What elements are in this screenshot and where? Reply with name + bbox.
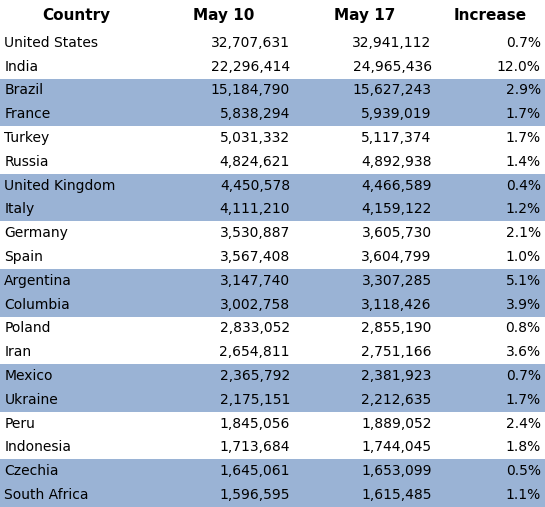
Text: 1.2%: 1.2% bbox=[506, 202, 541, 216]
Text: 2,381,923: 2,381,923 bbox=[361, 369, 432, 383]
Text: 5,838,294: 5,838,294 bbox=[220, 107, 290, 121]
Text: United States: United States bbox=[4, 36, 98, 50]
Bar bbox=[0, 269, 545, 293]
Text: 2,833,052: 2,833,052 bbox=[220, 321, 290, 336]
Text: 5.1%: 5.1% bbox=[506, 274, 541, 288]
Text: 1,744,045: 1,744,045 bbox=[361, 441, 432, 454]
Text: 1.7%: 1.7% bbox=[506, 131, 541, 145]
Text: 2,365,792: 2,365,792 bbox=[220, 369, 290, 383]
Text: 1.1%: 1.1% bbox=[505, 488, 541, 502]
Text: 3,002,758: 3,002,758 bbox=[220, 298, 290, 312]
Text: 1,596,595: 1,596,595 bbox=[220, 488, 290, 502]
Bar bbox=[0, 79, 545, 102]
Bar bbox=[0, 293, 545, 316]
Text: Mexico: Mexico bbox=[4, 369, 53, 383]
Text: 4,111,210: 4,111,210 bbox=[220, 202, 290, 216]
Text: Russia: Russia bbox=[4, 155, 49, 169]
Text: 1.7%: 1.7% bbox=[506, 393, 541, 407]
Text: 3.6%: 3.6% bbox=[506, 345, 541, 359]
Text: 1,713,684: 1,713,684 bbox=[220, 441, 290, 454]
Text: 4,466,589: 4,466,589 bbox=[361, 178, 432, 193]
Bar bbox=[0, 364, 545, 388]
Text: 0.4%: 0.4% bbox=[506, 178, 541, 193]
Text: 1,615,485: 1,615,485 bbox=[361, 488, 432, 502]
Text: 4,892,938: 4,892,938 bbox=[361, 155, 432, 169]
Text: 1.8%: 1.8% bbox=[505, 441, 541, 454]
Text: 2.4%: 2.4% bbox=[506, 417, 541, 430]
Text: Brazil: Brazil bbox=[4, 84, 44, 97]
Text: 2.1%: 2.1% bbox=[506, 226, 541, 240]
Text: 3,567,408: 3,567,408 bbox=[220, 250, 290, 264]
Text: Ukraine: Ukraine bbox=[4, 393, 58, 407]
Text: 3.9%: 3.9% bbox=[506, 298, 541, 312]
Text: 1,845,056: 1,845,056 bbox=[220, 417, 290, 430]
Text: May 10: May 10 bbox=[193, 8, 254, 23]
Text: 1.0%: 1.0% bbox=[506, 250, 541, 264]
Text: Germany: Germany bbox=[4, 226, 68, 240]
Text: May 17: May 17 bbox=[335, 8, 396, 23]
Text: Columbia: Columbia bbox=[4, 298, 70, 312]
Text: Poland: Poland bbox=[4, 321, 51, 336]
Text: 32,707,631: 32,707,631 bbox=[211, 36, 290, 50]
Text: 2,212,635: 2,212,635 bbox=[361, 393, 432, 407]
Text: 2,654,811: 2,654,811 bbox=[220, 345, 290, 359]
Text: Argentina: Argentina bbox=[4, 274, 72, 288]
Text: 1,653,099: 1,653,099 bbox=[361, 464, 432, 478]
Text: 0.7%: 0.7% bbox=[506, 369, 541, 383]
Text: 1,889,052: 1,889,052 bbox=[361, 417, 432, 430]
Text: South Africa: South Africa bbox=[4, 488, 89, 502]
Text: 0.7%: 0.7% bbox=[506, 36, 541, 50]
Text: 4,159,122: 4,159,122 bbox=[361, 202, 432, 216]
Text: 3,530,887: 3,530,887 bbox=[220, 226, 290, 240]
Text: 15,184,790: 15,184,790 bbox=[211, 84, 290, 97]
Text: 5,939,019: 5,939,019 bbox=[361, 107, 432, 121]
Bar bbox=[0, 174, 545, 198]
Text: 3,605,730: 3,605,730 bbox=[361, 226, 432, 240]
Bar bbox=[0, 102, 545, 126]
Text: France: France bbox=[4, 107, 51, 121]
Text: United Kingdom: United Kingdom bbox=[4, 178, 116, 193]
Bar bbox=[0, 388, 545, 412]
Text: 1.4%: 1.4% bbox=[506, 155, 541, 169]
Text: Spain: Spain bbox=[4, 250, 43, 264]
Text: Iran: Iran bbox=[4, 345, 32, 359]
Text: 15,627,243: 15,627,243 bbox=[353, 84, 432, 97]
Text: 3,147,740: 3,147,740 bbox=[220, 274, 290, 288]
Bar bbox=[0, 459, 545, 483]
Text: 12.0%: 12.0% bbox=[496, 60, 541, 74]
Text: Increase: Increase bbox=[454, 8, 527, 23]
Bar bbox=[0, 483, 545, 507]
Text: 3,307,285: 3,307,285 bbox=[361, 274, 432, 288]
Text: Turkey: Turkey bbox=[4, 131, 50, 145]
Text: 1.7%: 1.7% bbox=[506, 107, 541, 121]
Text: 2,175,151: 2,175,151 bbox=[220, 393, 290, 407]
Text: Czechia: Czechia bbox=[4, 464, 59, 478]
Text: Country: Country bbox=[43, 8, 111, 23]
Text: 2,855,190: 2,855,190 bbox=[361, 321, 432, 336]
Text: 22,296,414: 22,296,414 bbox=[211, 60, 290, 74]
Text: 4,450,578: 4,450,578 bbox=[220, 178, 290, 193]
Text: 0.5%: 0.5% bbox=[506, 464, 541, 478]
Text: Italy: Italy bbox=[4, 202, 35, 216]
Text: 2.9%: 2.9% bbox=[506, 84, 541, 97]
Text: 1,645,061: 1,645,061 bbox=[220, 464, 290, 478]
Text: India: India bbox=[4, 60, 39, 74]
Text: 3,118,426: 3,118,426 bbox=[361, 298, 432, 312]
Text: 32,941,112: 32,941,112 bbox=[353, 36, 432, 50]
Text: Peru: Peru bbox=[4, 417, 35, 430]
Text: 5,031,332: 5,031,332 bbox=[220, 131, 290, 145]
Text: 0.8%: 0.8% bbox=[506, 321, 541, 336]
Text: Indonesia: Indonesia bbox=[4, 441, 71, 454]
Text: 24,965,436: 24,965,436 bbox=[353, 60, 432, 74]
Bar bbox=[0, 198, 545, 222]
Text: 3,604,799: 3,604,799 bbox=[361, 250, 432, 264]
Text: 4,824,621: 4,824,621 bbox=[220, 155, 290, 169]
Text: 2,751,166: 2,751,166 bbox=[361, 345, 432, 359]
Text: 5,117,374: 5,117,374 bbox=[361, 131, 432, 145]
